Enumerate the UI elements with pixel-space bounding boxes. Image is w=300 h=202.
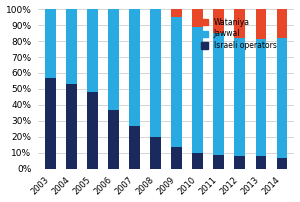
Bar xyxy=(192,27,203,153)
Bar xyxy=(277,38,287,158)
Bar xyxy=(87,92,98,169)
Bar xyxy=(256,156,266,169)
Legend: Wataniya, Jawwal, Israeli operators: Wataniya, Jawwal, Israeli operators xyxy=(201,18,277,50)
Bar xyxy=(171,9,182,17)
Bar xyxy=(256,9,266,39)
Bar xyxy=(277,9,287,38)
Bar xyxy=(45,9,56,78)
Bar xyxy=(45,78,56,169)
Bar xyxy=(66,9,76,84)
Bar xyxy=(171,146,182,169)
Bar xyxy=(150,9,161,137)
Bar xyxy=(150,137,161,169)
Bar xyxy=(235,38,245,156)
Bar xyxy=(129,126,140,169)
Bar xyxy=(108,110,119,169)
Bar xyxy=(192,153,203,169)
Bar xyxy=(129,9,140,126)
Bar xyxy=(256,39,266,156)
Bar xyxy=(213,9,224,33)
Bar xyxy=(171,17,182,146)
Bar xyxy=(213,155,224,169)
Bar xyxy=(66,84,76,169)
Bar xyxy=(277,158,287,169)
Bar xyxy=(235,156,245,169)
Bar xyxy=(108,9,119,110)
Bar xyxy=(87,9,98,92)
Bar xyxy=(213,33,224,155)
Bar xyxy=(192,9,203,27)
Bar xyxy=(235,9,245,38)
